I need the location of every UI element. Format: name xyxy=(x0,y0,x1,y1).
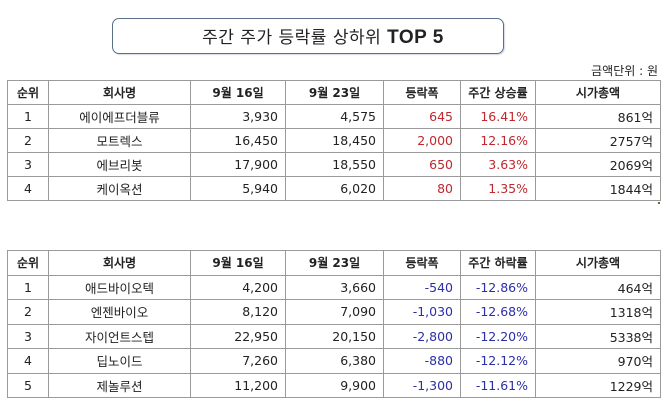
title-box: 주간 주가 등락률 상하위 TOP 5 xyxy=(112,18,504,54)
header-sep23: 9월 23일 xyxy=(285,80,384,105)
pct-cell: 12.16% xyxy=(460,128,536,153)
corner-mark xyxy=(658,202,660,204)
cap-cell: 1844억 xyxy=(535,176,661,201)
sep16-cell: 22,950 xyxy=(190,323,286,349)
header-change: 등락폭 xyxy=(383,80,461,105)
table-row: 4 딥노이드 7,260 6,380 -880 -12.12% 970억 xyxy=(7,348,661,374)
sep16-cell: 4,200 xyxy=(190,274,286,300)
cap-cell: 1318억 xyxy=(535,299,661,325)
rank-cell: 3 xyxy=(7,323,49,349)
company-cell: 케이옥션 xyxy=(48,176,191,201)
sep16-cell: 3,930 xyxy=(190,104,286,129)
change-cell: -540 xyxy=(383,274,461,300)
table-row: 1 애드바이오텍 4,200 3,660 -540 -12.86% 464억 xyxy=(7,274,661,300)
sep16-cell: 11,200 xyxy=(190,372,286,398)
change-cell: -1,300 xyxy=(383,372,461,398)
pct-cell: 16.41% xyxy=(460,104,536,129)
change-cell: -2,800 xyxy=(383,323,461,349)
table-row: 4 케이옥션 5,940 6,020 80 1.35% 1844억 xyxy=(7,176,661,201)
sep23-cell: 3,660 xyxy=(285,274,384,300)
cap-cell: 1229억 xyxy=(535,372,661,398)
cap-cell: 464억 xyxy=(535,274,661,300)
sep23-cell: 6,380 xyxy=(285,348,384,374)
header-sep23: 9월 23일 xyxy=(285,250,384,276)
header-rank: 순위 xyxy=(7,250,49,276)
title-top5: TOP 5 xyxy=(387,27,444,48)
sep16-cell: 7,260 xyxy=(190,348,286,374)
sep16-cell: 17,900 xyxy=(190,152,286,177)
cap-cell: 970억 xyxy=(535,348,661,374)
header-change: 등락폭 xyxy=(383,250,461,276)
change-cell: 645 xyxy=(383,104,461,129)
pct-cell: 1.35% xyxy=(460,176,536,201)
rank-cell: 4 xyxy=(7,176,49,201)
table-header-row: 순위 회사명 9월 16일 9월 23일 등락폭 주간 하락률 시가총액 xyxy=(7,250,661,276)
table-row: 5 제놀루션 11,200 9,900 -1,300 -11.61% 1229억 xyxy=(7,372,661,398)
sep16-cell: 8,120 xyxy=(190,299,286,325)
rank-cell: 2 xyxy=(7,299,49,325)
pct-cell: -12.12% xyxy=(460,348,536,374)
company-cell: 에브리봇 xyxy=(48,152,191,177)
change-cell: -880 xyxy=(383,348,461,374)
header-sep16: 9월 16일 xyxy=(190,80,286,105)
company-cell: 제놀루션 xyxy=(48,372,191,398)
gainers-table: 순위 회사명 9월 16일 9월 23일 등락폭 주간 상승률 시가총액 1 에… xyxy=(7,80,661,201)
company-cell: 자이언트스텝 xyxy=(48,323,191,349)
sep16-cell: 5,940 xyxy=(190,176,286,201)
unit-label: 금액단위 : 원 xyxy=(591,64,658,78)
header-pct: 주간 상승률 xyxy=(460,80,536,105)
company-cell: 엔젠바이오 xyxy=(48,299,191,325)
rank-cell: 5 xyxy=(7,372,49,398)
title-text: 주간 주가 등락률 상하위 xyxy=(202,28,388,48)
sep23-cell: 18,450 xyxy=(285,128,384,153)
sep23-cell: 6,020 xyxy=(285,176,384,201)
rank-cell: 3 xyxy=(7,152,49,177)
sep16-cell: 16,450 xyxy=(190,128,286,153)
table-row: 3 에브리봇 17,900 18,550 650 3.63% 2069억 xyxy=(7,152,661,177)
cap-cell: 5338억 xyxy=(535,323,661,349)
header-cap: 시가총액 xyxy=(535,250,661,276)
change-cell: 80 xyxy=(383,176,461,201)
sep23-cell: 20,150 xyxy=(285,323,384,349)
table-row: 2 엔젠바이오 8,120 7,090 -1,030 -12.68% 1318억 xyxy=(7,299,661,325)
cap-cell: 2757억 xyxy=(535,128,661,153)
company-cell: 애드바이오텍 xyxy=(48,274,191,300)
cap-cell: 861억 xyxy=(535,104,661,129)
change-cell: -1,030 xyxy=(383,299,461,325)
company-cell: 딥노이드 xyxy=(48,348,191,374)
rank-cell: 2 xyxy=(7,128,49,153)
sep23-cell: 7,090 xyxy=(285,299,384,325)
change-cell: 2,000 xyxy=(383,128,461,153)
rank-cell: 1 xyxy=(7,104,49,129)
rank-cell: 4 xyxy=(7,348,49,374)
pct-cell: -12.68% xyxy=(460,299,536,325)
table-row: 1 에이에프더블류 3,930 4,575 645 16.41% 861억 xyxy=(7,104,661,129)
header-cap: 시가총액 xyxy=(535,80,661,105)
pct-cell: -12.86% xyxy=(460,274,536,300)
header-sep16: 9월 16일 xyxy=(190,250,286,276)
header-company: 회사명 xyxy=(48,250,191,276)
table-row: 3 자이언트스텝 22,950 20,150 -2,800 -12.20% 53… xyxy=(7,323,661,349)
losers-table: 순위 회사명 9월 16일 9월 23일 등락폭 주간 하락률 시가총액 1 애… xyxy=(7,250,661,398)
company-cell: 에이에프더블류 xyxy=(48,104,191,129)
pct-cell: -11.61% xyxy=(460,372,536,398)
rank-cell: 1 xyxy=(7,274,49,300)
change-cell: 650 xyxy=(383,152,461,177)
page-title: 주간 주가 등락률 상하위 TOP 5 xyxy=(172,23,444,49)
company-cell: 모트렉스 xyxy=(48,128,191,153)
table-header-row: 순위 회사명 9월 16일 9월 23일 등락폭 주간 상승률 시가총액 xyxy=(7,80,661,105)
header-rank: 순위 xyxy=(7,80,49,105)
header-pct: 주간 하락률 xyxy=(460,250,536,276)
sep23-cell: 4,575 xyxy=(285,104,384,129)
sep23-cell: 18,550 xyxy=(285,152,384,177)
header-company: 회사명 xyxy=(48,80,191,105)
pct-cell: 3.63% xyxy=(460,152,536,177)
table-row: 2 모트렉스 16,450 18,450 2,000 12.16% 2757억 xyxy=(7,128,661,153)
pct-cell: -12.20% xyxy=(460,323,536,349)
sep23-cell: 9,900 xyxy=(285,372,384,398)
cap-cell: 2069억 xyxy=(535,152,661,177)
